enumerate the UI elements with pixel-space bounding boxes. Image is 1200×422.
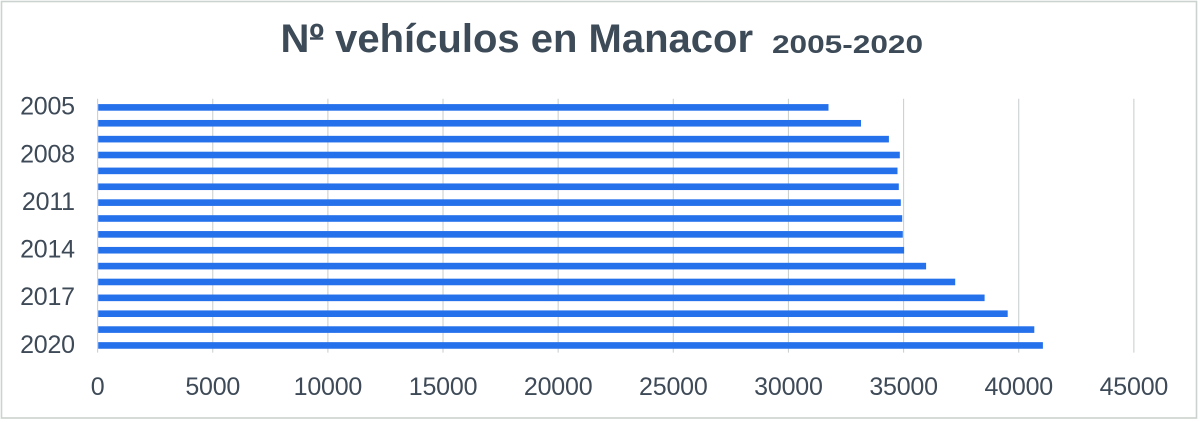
svg-text:2005: 2005 <box>20 93 75 121</box>
svg-text:2020: 2020 <box>20 331 75 359</box>
svg-text:10000: 10000 <box>294 373 363 401</box>
svg-text:45000: 45000 <box>1100 373 1169 401</box>
svg-text:40000: 40000 <box>984 373 1053 401</box>
svg-text:15000: 15000 <box>409 373 478 401</box>
svg-text:2014: 2014 <box>20 236 75 264</box>
svg-text:35000: 35000 <box>869 373 938 401</box>
svg-text:20000: 20000 <box>524 373 593 401</box>
svg-text:30000: 30000 <box>754 373 823 401</box>
svg-text:Nº vehículos en Manacor: Nº vehículos en Manacor <box>281 17 754 61</box>
svg-text:5000: 5000 <box>185 373 240 401</box>
svg-text:2011: 2011 <box>22 188 75 216</box>
svg-text:2008: 2008 <box>20 140 75 168</box>
svg-text:0: 0 <box>91 373 105 401</box>
svg-text:2017: 2017 <box>20 283 75 311</box>
svg-text:2005-2020: 2005-2020 <box>772 31 923 59</box>
svg-text:25000: 25000 <box>639 373 708 401</box>
